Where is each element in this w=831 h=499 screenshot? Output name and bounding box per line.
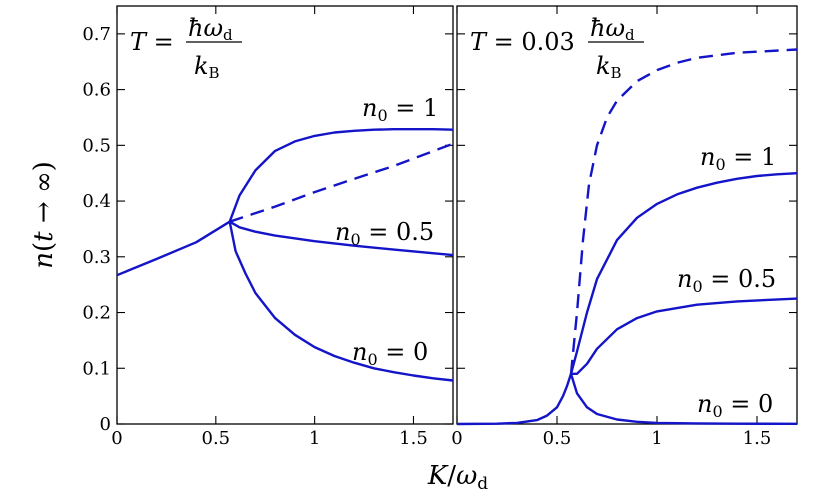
left-title-numerator: ħωd <box>188 14 233 44</box>
left-series-line-n-0-0-5 <box>229 220 454 257</box>
right-title-numerator: ħωd <box>590 14 635 44</box>
y-tick-label: 0.6 <box>82 80 111 101</box>
right-title-lhs: T = 0.03 <box>470 28 575 56</box>
left-panel-title: T = ħωd kB <box>130 14 242 82</box>
right-series-line-n-0-0 <box>569 373 798 425</box>
curve-label: n0 = 0.5 <box>677 265 776 296</box>
right-title-denominator: kB <box>596 52 622 82</box>
curve-label: n0 = 0 <box>352 338 428 369</box>
right-series-group <box>456 48 798 426</box>
curve-label: n0 = 0 <box>697 390 773 421</box>
y-tick-label: 0.3 <box>82 247 111 268</box>
left-series-line-n-0-0 <box>228 221 454 382</box>
right-panel: 0 0.5 1 1.5 T = 0.03 ħωd kB <box>451 5 798 449</box>
left-y-ticks: 0 0.1 0.2 0.3 0.4 0.5 0.6 0.7 <box>82 24 453 435</box>
right-x-tick-label: 1.5 <box>743 428 772 449</box>
curve-labels: n0 = 1 n0 = 0.5 n0 = 0 n0 = 1 n0 = 0.5 n0 = 0 <box>335 94 776 421</box>
left-title-lhs: T = <box>130 28 174 56</box>
y-axis-label: n(t → ∞) <box>29 161 59 268</box>
y-tick-label: 0 <box>100 414 111 435</box>
left-x-tick-label: 0 <box>111 428 122 449</box>
y-tick-label: 0.7 <box>82 24 111 45</box>
curve-label: n0 = 0.5 <box>335 218 434 249</box>
y-axis-label-text: n(t → ∞) <box>29 161 59 268</box>
right-series-line-dashed <box>569 48 798 374</box>
left-panel: 0 0.5 1 1.5 0 0.1 0.2 0.3 0.4 0.5 0.6 0.7 T = ħωd … <box>82 5 454 449</box>
left-series-group <box>116 127 454 382</box>
left-series-line-base-0 <box>116 220 231 277</box>
left-x-ticks: 0 0.5 1 1.5 <box>111 6 428 449</box>
left-plot-frame <box>116 5 454 425</box>
curve-label: n0 = 1 <box>700 143 776 174</box>
left-x-tick-label: 1.5 <box>399 428 428 449</box>
left-series-line-dashed <box>229 142 454 223</box>
right-series-line-n-0-0-5 <box>571 297 798 375</box>
left-x-tick-label: 1 <box>309 428 320 449</box>
y-tick-label: 0.2 <box>82 303 111 324</box>
right-x-tick-label: 1 <box>651 428 662 449</box>
x-axis-label: K/ωd <box>427 461 488 494</box>
curve-label: n0 = 1 <box>362 94 438 125</box>
right-x-tick-label: 0.5 <box>543 428 572 449</box>
x-axis-label-text: K/ωd <box>427 461 488 494</box>
y-tick-label: 0.1 <box>82 358 111 379</box>
y-tick-label: 0.5 <box>82 135 111 156</box>
right-panel-title: T = 0.03 ħωd kB <box>470 14 644 82</box>
right-series-line-base-0 <box>456 373 573 426</box>
right-x-ticks: 0 0.5 1 1.5 <box>451 6 771 449</box>
right-x-tick-label: 0 <box>451 428 462 449</box>
left-x-tick-label: 0.5 <box>202 428 231 449</box>
right-series-line-n-0-1 <box>569 172 798 375</box>
left-title-denominator: kB <box>194 52 220 82</box>
left-series-line-n-0-1 <box>228 127 454 223</box>
y-tick-label: 0.4 <box>82 191 111 212</box>
right-plot-frame <box>456 5 798 425</box>
